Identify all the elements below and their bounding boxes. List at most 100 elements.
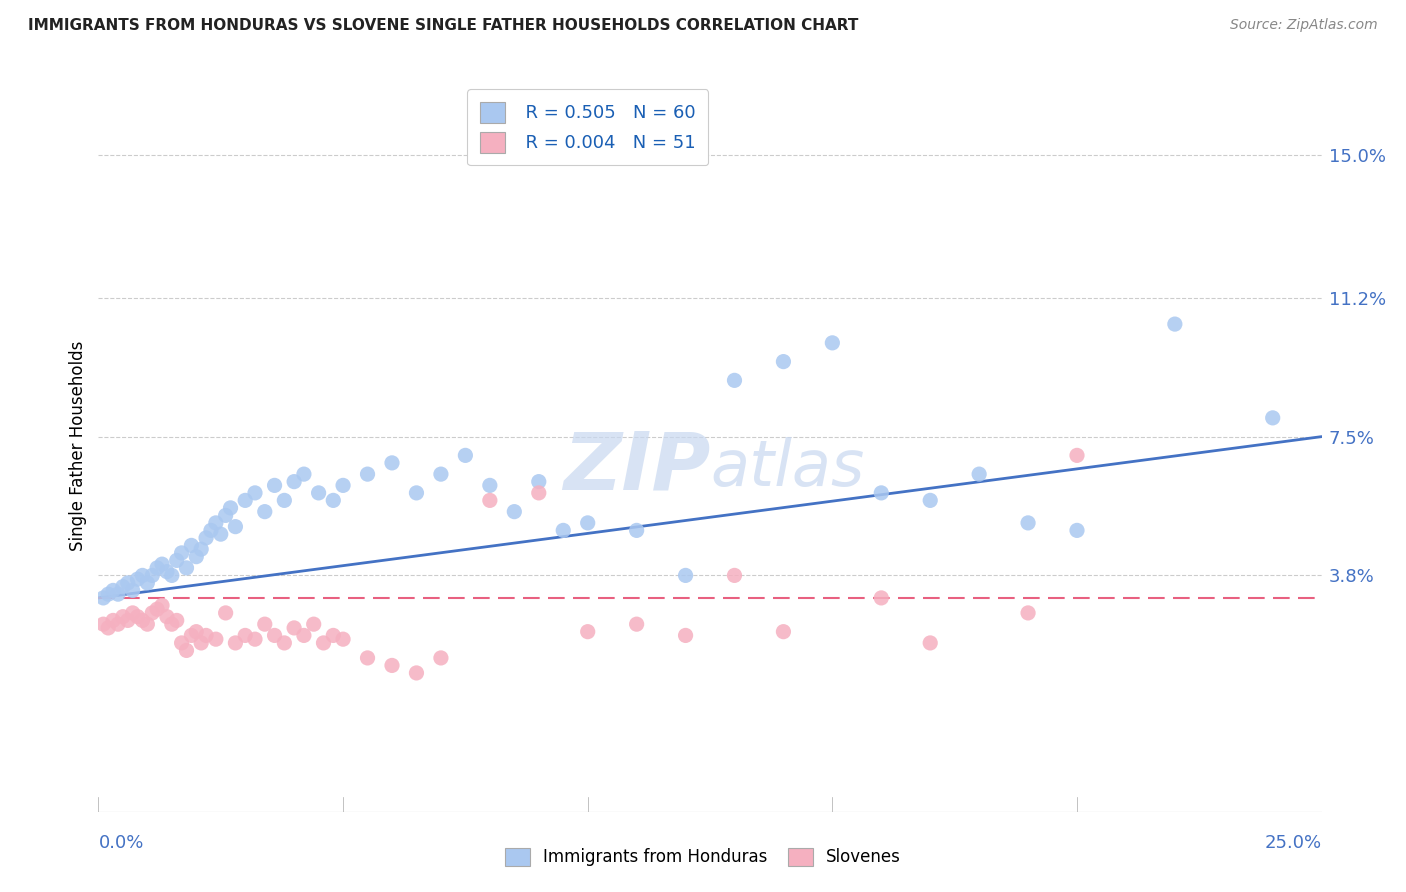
- Point: [205, 516, 228, 530]
- Point: [273, 493, 295, 508]
- Point: [97, 621, 120, 635]
- Point: [219, 500, 242, 515]
- Point: [127, 609, 149, 624]
- Point: [233, 493, 256, 508]
- Point: [233, 628, 256, 642]
- Point: [1017, 516, 1039, 530]
- Point: [920, 493, 942, 508]
- Point: [190, 542, 212, 557]
- Point: [381, 658, 404, 673]
- Point: [322, 628, 344, 642]
- Point: [127, 572, 149, 586]
- Point: [430, 651, 453, 665]
- Point: [527, 486, 550, 500]
- Point: [186, 549, 208, 564]
- Point: [121, 583, 143, 598]
- Point: [160, 617, 183, 632]
- Point: [101, 583, 124, 598]
- Point: [195, 628, 218, 642]
- Point: [131, 568, 153, 582]
- Point: [214, 606, 236, 620]
- Point: [405, 486, 427, 500]
- Point: [180, 538, 202, 552]
- Point: [576, 624, 599, 639]
- Point: [141, 568, 163, 582]
- Point: [920, 636, 942, 650]
- Text: ZIP: ZIP: [562, 429, 710, 507]
- Point: [1066, 524, 1088, 538]
- Legend: Immigrants from Honduras, Slovenes: Immigrants from Honduras, Slovenes: [496, 839, 910, 875]
- Point: [170, 636, 193, 650]
- Point: [626, 524, 648, 538]
- Point: [91, 617, 114, 632]
- Point: [111, 580, 134, 594]
- Point: [111, 609, 134, 624]
- Point: [150, 599, 173, 613]
- Point: [1017, 606, 1039, 620]
- Point: [180, 628, 202, 642]
- Point: [243, 486, 266, 500]
- Point: [273, 636, 295, 650]
- Point: [156, 565, 179, 579]
- Point: [332, 478, 354, 492]
- Point: [107, 587, 129, 601]
- Point: [170, 546, 193, 560]
- Point: [253, 505, 276, 519]
- Point: [141, 606, 163, 620]
- Point: [772, 354, 794, 368]
- Point: [136, 617, 159, 632]
- Point: [176, 643, 198, 657]
- Point: [527, 475, 550, 489]
- Point: [253, 617, 276, 632]
- Point: [478, 478, 501, 492]
- Point: [91, 591, 114, 605]
- Point: [723, 373, 745, 387]
- Text: atlas: atlas: [710, 437, 865, 499]
- Point: [283, 475, 305, 489]
- Point: [1261, 410, 1284, 425]
- Point: [146, 602, 169, 616]
- Point: [107, 617, 129, 632]
- Point: [967, 467, 990, 482]
- Point: [772, 624, 794, 639]
- Point: [121, 606, 143, 620]
- Point: [332, 632, 354, 647]
- Point: [1066, 449, 1088, 463]
- Legend:   R = 0.505   N = 60,   R = 0.004   N = 51: R = 0.505 N = 60, R = 0.004 N = 51: [467, 89, 709, 165]
- Point: [503, 505, 526, 519]
- Point: [292, 467, 315, 482]
- Point: [356, 651, 378, 665]
- Point: [478, 493, 501, 508]
- Point: [101, 614, 124, 628]
- Point: [322, 493, 344, 508]
- Point: [190, 636, 212, 650]
- Point: [308, 486, 330, 500]
- Point: [870, 591, 893, 605]
- Point: [131, 614, 153, 628]
- Point: [553, 524, 575, 538]
- Point: [205, 632, 228, 647]
- Point: [1164, 317, 1187, 331]
- Point: [195, 531, 218, 545]
- Point: [381, 456, 404, 470]
- Point: [292, 628, 315, 642]
- Point: [263, 478, 285, 492]
- Point: [166, 553, 188, 567]
- Point: [224, 636, 246, 650]
- Point: [430, 467, 453, 482]
- Point: [723, 568, 745, 582]
- Point: [263, 628, 285, 642]
- Point: [870, 486, 893, 500]
- Point: [136, 575, 159, 590]
- Point: [156, 609, 179, 624]
- Text: 0.0%: 0.0%: [98, 834, 143, 852]
- Point: [312, 636, 335, 650]
- Point: [675, 628, 697, 642]
- Point: [675, 568, 697, 582]
- Point: [150, 557, 173, 571]
- Point: [146, 561, 169, 575]
- Point: [117, 614, 139, 628]
- Y-axis label: Single Father Households: Single Father Households: [69, 341, 87, 551]
- Text: IMMIGRANTS FROM HONDURAS VS SLOVENE SINGLE FATHER HOUSEHOLDS CORRELATION CHART: IMMIGRANTS FROM HONDURAS VS SLOVENE SING…: [28, 18, 859, 33]
- Point: [576, 516, 599, 530]
